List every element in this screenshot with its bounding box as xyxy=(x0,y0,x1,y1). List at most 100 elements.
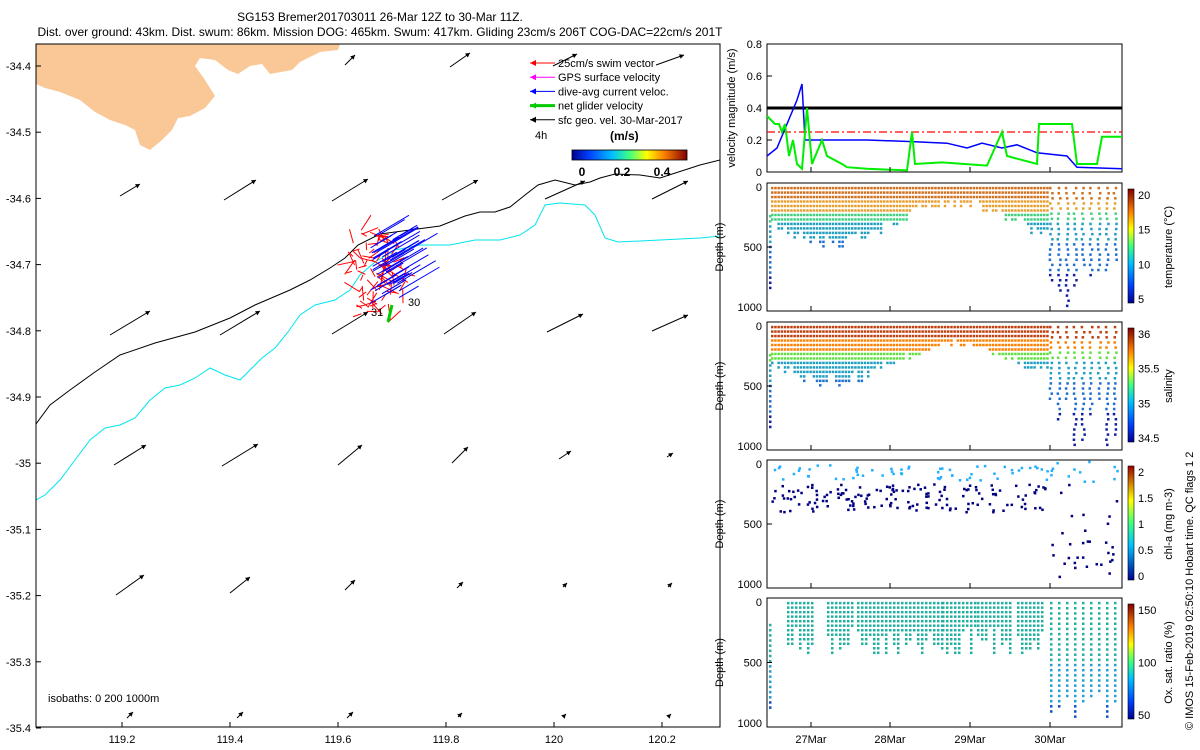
geo-vector-head xyxy=(683,314,688,319)
current-vector xyxy=(377,227,419,253)
depth-ylabel: Depth (m) xyxy=(714,500,726,549)
geo-vector-head xyxy=(465,53,470,58)
swim-vector xyxy=(367,242,378,245)
depth-ylabel: Depth (m) xyxy=(714,223,726,272)
geo-vector-head xyxy=(572,53,577,59)
current-vector xyxy=(373,236,401,254)
legend-label: 25cm/s swim vector xyxy=(558,58,655,70)
colorbar-tick: 1.5 xyxy=(1138,493,1153,505)
colorbar-tick: 150 xyxy=(1138,605,1156,617)
map-xtick-label: 120 xyxy=(545,734,563,746)
geo-vector xyxy=(115,574,145,596)
geo-vector xyxy=(651,180,689,200)
current-vector xyxy=(369,284,402,304)
geo-vector xyxy=(109,310,151,336)
legend-swatch-head xyxy=(530,74,536,81)
legend-swatch-head xyxy=(530,116,536,123)
depth-tick: 1000 xyxy=(738,302,762,314)
geo-vector xyxy=(443,311,477,335)
geo-vector-head xyxy=(458,582,463,587)
time-tick-label: 30Mar xyxy=(1034,734,1066,746)
geo-vector xyxy=(331,178,369,202)
isobaths-label: isobaths: 0 200 1000m xyxy=(48,693,159,705)
swim-vector xyxy=(352,313,362,318)
geo-vector-head xyxy=(141,445,146,450)
current-vector xyxy=(373,241,402,259)
map-ytick-label: -35.3 xyxy=(6,657,31,669)
geo-vector-head xyxy=(350,580,355,585)
velocity-ytick: 0 xyxy=(756,167,762,179)
map-ytick-label: -34.4 xyxy=(6,61,31,73)
geo-vector-head xyxy=(562,583,567,588)
geo-vector xyxy=(337,444,363,466)
depth-ylabel: Depth (m) xyxy=(714,362,726,411)
legend-swatch-head xyxy=(530,102,536,109)
geo-vector-head xyxy=(561,714,566,719)
swim-vector xyxy=(352,248,360,252)
map-area xyxy=(36,44,720,719)
current-vector xyxy=(386,264,421,285)
colorbar-tick: 20 xyxy=(1138,190,1150,202)
map-ytick-label: -35.2 xyxy=(6,591,31,603)
depth-ylabel: Depth (m) xyxy=(714,638,726,687)
colorbar-tick: 15 xyxy=(1138,225,1150,237)
swim-vector xyxy=(355,260,358,270)
colorbar-tick: 0 xyxy=(1138,571,1144,583)
colorbar-tick: 35 xyxy=(1138,398,1150,410)
velocity-ytick: 0.8 xyxy=(747,39,762,51)
swim-vector xyxy=(337,260,355,266)
geo-vector-head xyxy=(578,313,583,319)
panel-colorbar xyxy=(1127,188,1135,304)
legend-tag: 4h xyxy=(535,130,547,142)
colorbar-label: salinity xyxy=(1163,369,1175,403)
colorbar-label: chl-a (mg m-3) xyxy=(1163,488,1175,560)
swim-vector xyxy=(383,286,399,295)
geo-vector xyxy=(441,179,479,201)
current-vector xyxy=(381,284,398,295)
swim-vector xyxy=(346,270,353,274)
current-vector xyxy=(384,248,415,267)
geo-vector-head xyxy=(255,311,260,316)
colorbar-tick: 35.5 xyxy=(1138,364,1159,376)
geo-vector-head xyxy=(463,447,468,452)
geo-vector xyxy=(651,314,689,332)
colorbar-tick: 36 xyxy=(1138,329,1150,341)
swim-vector xyxy=(362,255,376,259)
geo-vector-head xyxy=(580,180,585,185)
current-vector xyxy=(391,248,406,258)
swim-vector xyxy=(361,227,379,235)
geo-vector xyxy=(552,53,578,67)
depth-tick: 0 xyxy=(756,459,762,471)
swim-vector xyxy=(361,232,367,237)
depth-tick: 500 xyxy=(744,242,762,254)
map-xtick-label: 119.6 xyxy=(325,734,352,746)
map-ytick-label: -34.9 xyxy=(6,392,31,404)
geo-vector xyxy=(331,311,369,335)
colorbar-tick: 34.5 xyxy=(1138,433,1159,445)
swim-vector xyxy=(376,272,384,278)
legend-label: net glider velocity xyxy=(558,101,643,113)
current-vector xyxy=(383,230,421,254)
geo-vector-head xyxy=(668,453,673,458)
geo-vector xyxy=(223,179,257,201)
map-ytick-label: -34.7 xyxy=(6,260,31,272)
colorbar-label: Ox. sat. ratio (%) xyxy=(1163,621,1175,704)
current-vector xyxy=(398,232,438,257)
map-ytick-label: -34.8 xyxy=(6,326,31,338)
current-vector xyxy=(396,260,436,284)
depth-tick: 0 xyxy=(756,597,762,609)
current-vector xyxy=(389,239,426,261)
swim-vector xyxy=(349,229,354,244)
depth-panel-3: 0 500 1000 Depth (m) 2 1.5 1 0.5 0 chl-a (mg m-3) xyxy=(714,459,1175,591)
geo-vector-head xyxy=(238,712,243,717)
depth-tick: 1000 xyxy=(738,718,762,730)
geo-vector-head xyxy=(473,180,478,185)
swim-vector xyxy=(356,304,366,308)
swim-vector xyxy=(367,292,378,308)
colorbar-tick: 2 xyxy=(1138,467,1144,479)
swim-vector xyxy=(358,286,364,293)
swim-vector xyxy=(366,279,378,291)
panel-colorbar xyxy=(1127,603,1135,720)
